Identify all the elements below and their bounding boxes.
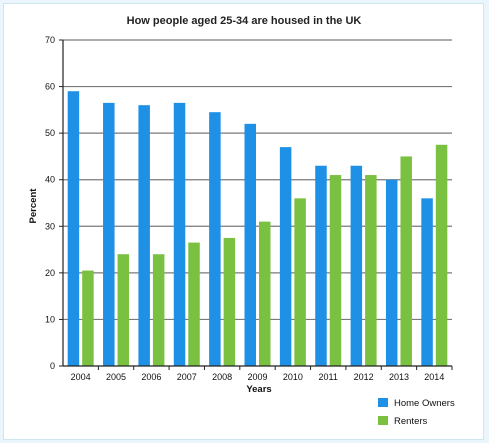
x-tick-label: 2012 xyxy=(354,372,374,382)
y-axis-label: Percent xyxy=(28,188,39,224)
x-tick-label: 2007 xyxy=(177,372,197,382)
bar-home-owners-2012 xyxy=(350,165,363,366)
bar-home-owners-2010 xyxy=(279,147,292,366)
bar-renters-2014 xyxy=(435,144,448,366)
y-tick-label: 10 xyxy=(45,314,55,324)
y-tick-label: 0 xyxy=(50,361,55,371)
y-tick-label: 50 xyxy=(45,128,55,138)
y-tick-labels: 0 10 20 30 40 50 60 70 xyxy=(45,35,63,371)
bar-renters-2006 xyxy=(152,254,165,366)
x-axis-label: Years xyxy=(246,384,271,395)
bar-home-owners-2011 xyxy=(315,165,327,366)
y-tick-label: 60 xyxy=(45,82,55,92)
x-tick-label: 2006 xyxy=(141,372,161,382)
bar-home-owners-2013 xyxy=(385,179,398,366)
x-tick-label: 2005 xyxy=(106,372,126,382)
bar-home-owners-2006 xyxy=(138,105,150,366)
bar-renters-2005 xyxy=(117,254,130,366)
y-tick-label: 20 xyxy=(45,268,55,278)
bar-renters-2009 xyxy=(259,221,271,366)
bar-home-owners-2007 xyxy=(173,102,186,366)
x-tick-label: 2011 xyxy=(319,372,338,382)
bar-home-owners-2004 xyxy=(67,91,80,366)
x-tick-label: 2013 xyxy=(389,372,409,382)
x-tick-labels: 2004 2005 2006 2007 2008 2009 2010 2011 2012 2013… xyxy=(71,366,453,382)
bars xyxy=(67,91,448,366)
bar-home-owners-2008 xyxy=(209,112,221,366)
bar-renters-2011 xyxy=(329,175,342,366)
bar-renters-2004 xyxy=(82,270,94,366)
x-tick-label: 2008 xyxy=(212,372,232,382)
x-tick-label: 2009 xyxy=(247,372,267,382)
legend-label: Home Owners xyxy=(394,398,455,409)
bar-renters-2013 xyxy=(400,156,412,366)
bar-renters-2012 xyxy=(365,175,377,366)
bar-renters-2008 xyxy=(223,237,236,366)
y-tick-label: 70 xyxy=(45,35,55,45)
x-tick-label: 2004 xyxy=(71,372,91,382)
bar-home-owners-2014 xyxy=(421,198,433,366)
bar-renters-2010 xyxy=(294,198,306,366)
x-tick-label: 2014 xyxy=(424,372,444,382)
chart-title: How people aged 25-34 are housed in the … xyxy=(127,15,362,27)
legend: Home Owners Renters xyxy=(378,398,455,427)
y-tick-label: 30 xyxy=(45,221,55,231)
legend-swatch xyxy=(378,416,388,425)
legend-label: Renters xyxy=(394,416,428,427)
y-tick-label: 40 xyxy=(45,175,55,185)
bar-home-owners-2009 xyxy=(244,123,256,366)
bar-renters-2007 xyxy=(188,242,200,366)
x-tick-label: 2010 xyxy=(283,372,303,382)
legend-swatch xyxy=(378,398,388,407)
bar-home-owners-2005 xyxy=(103,102,115,366)
